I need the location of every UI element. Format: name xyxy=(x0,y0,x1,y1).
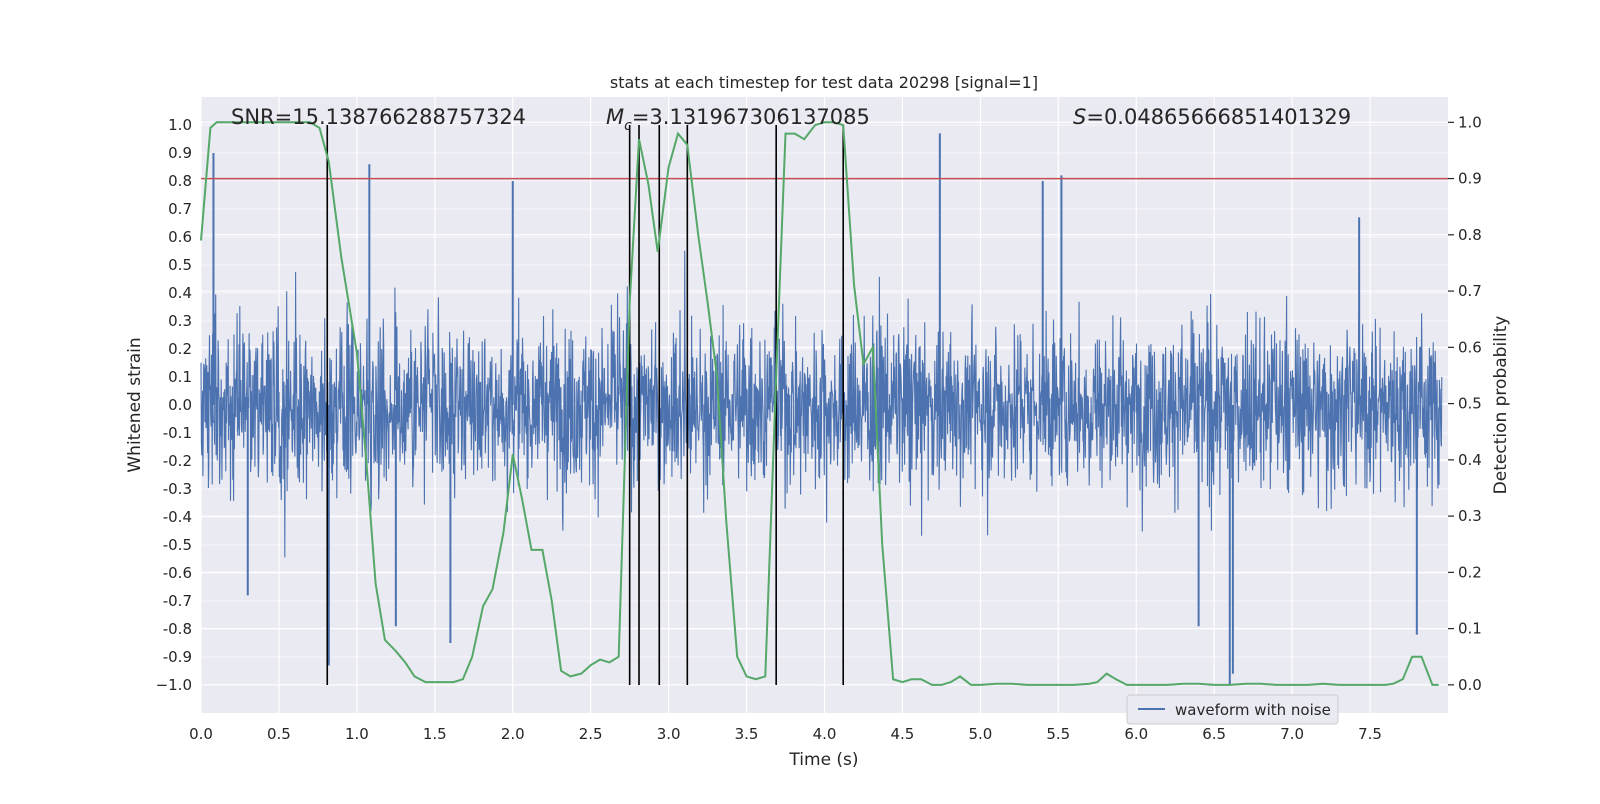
chart-title: stats at each timestep for test data 202… xyxy=(610,73,1038,92)
y-tick-label: 0.1 xyxy=(168,368,192,386)
y-tick-label: -0.6 xyxy=(163,564,192,582)
x-tick-label: 6.0 xyxy=(1124,725,1148,743)
y-tick-label: 0.4 xyxy=(168,284,192,302)
x-tick-label: 3.5 xyxy=(735,725,759,743)
y2-tick-label: 0.8 xyxy=(1458,226,1482,244)
snr-annotation: SNR=15.138766288757324 xyxy=(231,105,526,129)
y-tick-label: -0.1 xyxy=(163,424,192,442)
axes: 0.0 0.5 1.0 1.5 2.0 2.5 3.0 3.5 4.0 4.5 5.0 5.5 6.0 6… xyxy=(156,113,1482,743)
probability-series xyxy=(200,121,1439,686)
legend-box xyxy=(1126,694,1339,725)
waveform-line xyxy=(200,250,1443,558)
y-tick-label: 0.7 xyxy=(168,200,192,218)
legend: waveform with noise xyxy=(1126,694,1339,725)
chirp-mass-symbol: M xyxy=(606,105,624,129)
probability-line xyxy=(200,121,1439,686)
x-tick-label: 0.0 xyxy=(189,725,213,743)
chirp-mass-annotation: Mc=3.131967306137085 xyxy=(606,105,870,134)
x-tick-label: 2.0 xyxy=(501,725,525,743)
x-tick-label: 7.0 xyxy=(1280,725,1304,743)
y2-tick-label: 0.7 xyxy=(1458,282,1482,300)
x-tick-label: 0.5 xyxy=(267,725,291,743)
y-tick-label: -0.9 xyxy=(163,648,192,666)
y-tick-label: 0.3 xyxy=(168,312,192,330)
y2-tick-label: 0.4 xyxy=(1458,451,1482,469)
x-tick-label: 5.0 xyxy=(968,725,992,743)
y-tick-label: −1.0 xyxy=(156,676,192,694)
y-tick-label: -0.8 xyxy=(163,620,192,638)
y-tick-label: -0.7 xyxy=(163,592,192,610)
y-tick-label: -0.4 xyxy=(163,508,192,526)
x-tick-label: 6.5 xyxy=(1202,725,1226,743)
y2-tick-label: 1.0 xyxy=(1458,113,1482,131)
y-tick-label: 0.5 xyxy=(168,256,192,274)
x-tick-label: 5.5 xyxy=(1046,725,1070,743)
y-tick-label: 0.2 xyxy=(168,340,192,358)
x-tick-label: 1.0 xyxy=(345,725,369,743)
x-tick-label: 4.0 xyxy=(813,725,837,743)
y-tick-label: 0.8 xyxy=(168,172,192,190)
y2-tick-label: 0.6 xyxy=(1458,338,1482,356)
waveform-series xyxy=(200,133,1443,685)
y2-tick-label: 0.3 xyxy=(1458,507,1482,525)
chirp-mass-subscript: c xyxy=(624,118,632,134)
s-symbol: S xyxy=(1073,105,1086,129)
s-annotation: S=0.04865666851401329 xyxy=(1073,105,1351,129)
chirp-mass-value: =3.131967306137085 xyxy=(632,105,870,129)
y-tick-label: 0.0 xyxy=(168,396,192,414)
y2-tick-label: 0.9 xyxy=(1458,170,1482,188)
y-tick-label: -0.5 xyxy=(163,536,192,554)
y2-tick-label: 0.5 xyxy=(1458,395,1482,413)
y2-axis-label: Detection probability xyxy=(1491,316,1511,495)
vertical-markers xyxy=(326,125,845,685)
y-axis-label: Whitened strain xyxy=(125,337,145,472)
y-tick-label: 0.6 xyxy=(168,228,192,246)
y-tick-label: -0.2 xyxy=(163,452,192,470)
y-tick-label: -0.3 xyxy=(163,480,192,498)
y2-tick-label: 0.0 xyxy=(1458,676,1482,694)
x-tick-label: 4.5 xyxy=(891,725,915,743)
x-axis-label: Time (s) xyxy=(788,750,858,770)
x-tick-label: 3.0 xyxy=(657,725,681,743)
y2-tick-label: 0.1 xyxy=(1458,620,1482,638)
x-tick-label: 1.5 xyxy=(423,725,447,743)
y-tick-label: 1.0 xyxy=(168,116,192,134)
s-value: =0.04865666851401329 xyxy=(1086,105,1351,129)
legend-label: waveform with noise xyxy=(1175,701,1331,719)
y2-tick-label: 0.2 xyxy=(1458,563,1482,581)
x-tick-label: 7.5 xyxy=(1358,725,1382,743)
y-tick-label: 0.9 xyxy=(168,144,192,162)
x-tick-label: 2.5 xyxy=(579,725,603,743)
